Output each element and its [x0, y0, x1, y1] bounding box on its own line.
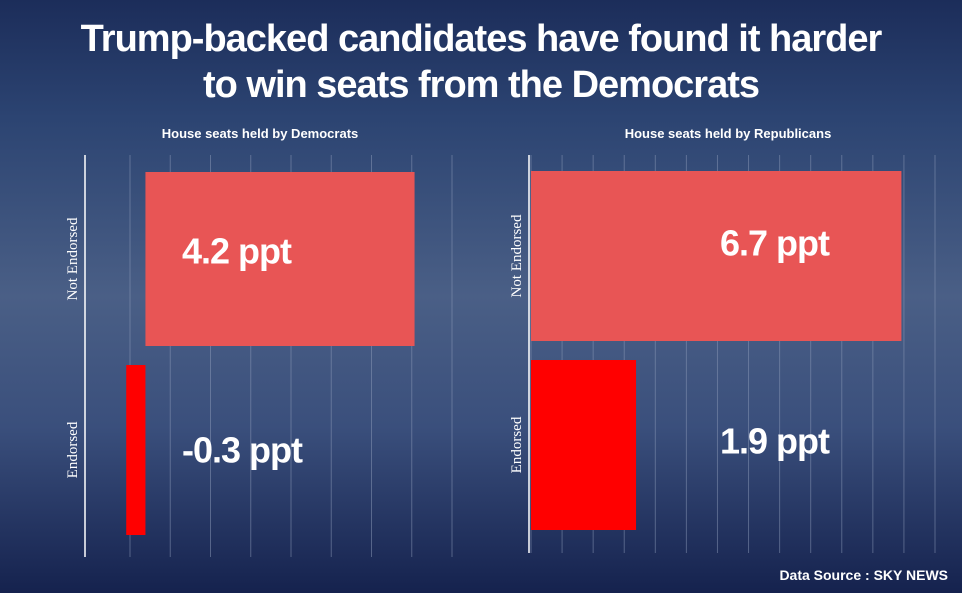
panel-title: House seats held by Democrats: [162, 126, 359, 141]
bar-not-endorsed: [531, 171, 902, 341]
category-label: Endorsed: [65, 421, 81, 478]
title-line-2: to win seats from the Democrats: [202, 64, 760, 106]
bar-endorsed: [531, 360, 637, 530]
value-label: 6.7 ppt: [720, 223, 830, 264]
bar-endorsed: [126, 365, 146, 535]
category-label: Not Endorsed: [509, 214, 525, 297]
category-label: Endorsed: [509, 416, 525, 473]
value-label: 1.9 ppt: [720, 421, 830, 462]
panel-title: House seats held by Republicans: [625, 126, 832, 141]
bar-not-endorsed: [145, 172, 415, 346]
value-label: 4.2 ppt: [182, 231, 292, 272]
chart-title: Trump-backed candidates have found it ha…: [0, 16, 962, 108]
category-label: Not Endorsed: [65, 217, 81, 300]
title-line-1: Trump-backed candidates have found it ha…: [80, 18, 883, 60]
data-source: Data Source : SKY NEWS: [779, 567, 948, 583]
value-label: -0.3 ppt: [182, 430, 303, 471]
